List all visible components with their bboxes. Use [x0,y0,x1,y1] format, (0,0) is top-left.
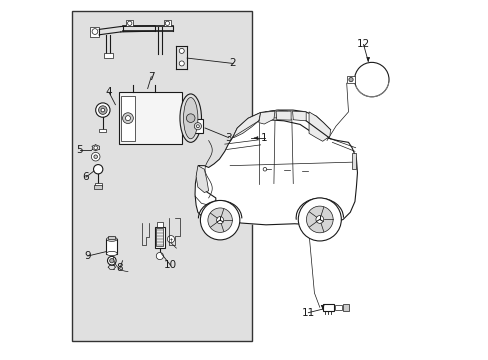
Circle shape [196,125,199,128]
Text: 12: 12 [356,40,369,49]
Bar [106,239,117,253]
Bar [103,53,112,58]
Text: 7: 7 [148,72,154,82]
Text: 6: 6 [82,172,89,182]
Circle shape [96,103,110,117]
Circle shape [127,21,132,26]
Circle shape [194,123,201,130]
Bar [126,21,133,26]
Bar [156,222,163,226]
Bar [72,12,251,341]
Bar [334,305,341,310]
Bar [99,129,106,132]
Bar [121,96,135,140]
Circle shape [91,152,100,161]
Ellipse shape [180,94,201,142]
Circle shape [306,206,332,233]
Polygon shape [264,110,287,118]
Bar [163,21,171,26]
Bar [346,76,354,83]
Circle shape [354,62,388,97]
Bar [90,27,99,37]
Bar [119,92,182,144]
Bar [94,185,102,189]
Circle shape [200,201,239,240]
Text: 11: 11 [301,308,314,318]
Bar [192,119,203,134]
Circle shape [94,155,97,158]
Polygon shape [195,120,357,225]
Text: 4: 4 [105,87,112,97]
Ellipse shape [106,251,117,256]
Circle shape [92,29,98,35]
Bar [351,153,356,169]
Polygon shape [233,113,260,138]
Bar [155,226,164,248]
Circle shape [186,114,195,122]
Bar [94,183,102,186]
Circle shape [298,198,341,241]
Circle shape [165,21,169,26]
Circle shape [94,146,97,149]
Circle shape [207,208,232,233]
Text: 10: 10 [164,260,177,270]
Text: 2: 2 [229,58,236,68]
Ellipse shape [183,98,198,139]
Circle shape [167,235,174,243]
Circle shape [179,48,184,53]
Text: 1: 1 [261,133,267,143]
Text: 8: 8 [117,263,123,273]
Polygon shape [292,111,305,121]
Circle shape [315,216,323,223]
Text: 9: 9 [84,251,91,261]
Circle shape [99,106,107,114]
Text: 5: 5 [76,144,82,154]
Circle shape [93,165,102,174]
Circle shape [263,167,266,171]
Circle shape [122,113,133,123]
Circle shape [156,252,163,260]
Circle shape [216,217,223,224]
Polygon shape [196,166,208,193]
Bar [342,304,348,311]
Circle shape [101,108,104,112]
Bar [108,235,115,239]
Circle shape [109,258,114,263]
Bar [323,305,333,311]
Circle shape [179,61,184,66]
Circle shape [348,77,352,82]
Polygon shape [308,112,330,141]
Text: 3: 3 [225,133,232,143]
Bar [156,228,163,246]
Ellipse shape [106,237,117,241]
Polygon shape [276,111,290,120]
Polygon shape [258,111,274,124]
Circle shape [125,116,130,121]
Circle shape [107,256,116,265]
